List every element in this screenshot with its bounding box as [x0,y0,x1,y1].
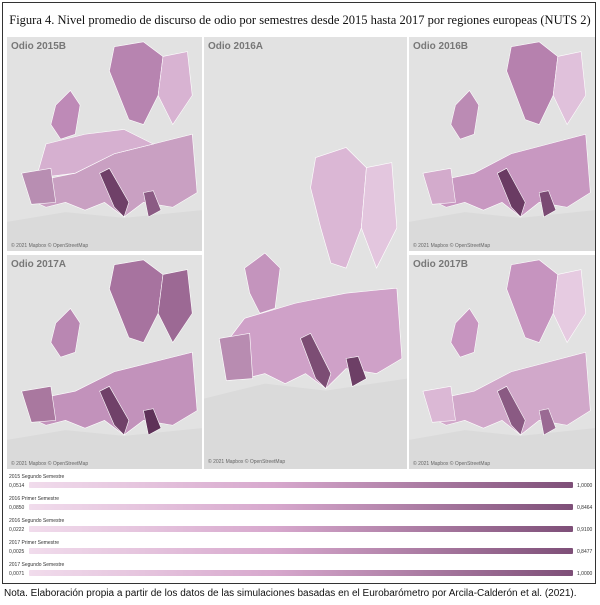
panel-label: Odio 2015B [11,41,67,52]
map-credit: © 2021 Mapbox © OpenStreetMap [11,243,89,249]
legend-color-bar [29,526,573,532]
map-panel-2015b: Odio 2015B © 2021 Mapbox © OpenStreetMap [7,37,202,251]
legend-max: 1,0000 [577,571,593,577]
legend-color-bar [29,504,573,510]
legend-color-bar [29,570,573,576]
legend-min: 0,0222 [9,527,25,533]
legend-max: 0,8464 [577,505,593,511]
legend-label: 2017 Primer Semestre [9,540,60,546]
europe-map [409,37,595,251]
panel-label: Odio 2017B [413,259,469,270]
map-panel-2017b: Odio 2017B © 2021 Mapbox © OpenStreetMap [409,255,595,469]
europe-map [409,255,595,469]
map-credit: © 2021 Mapbox © OpenStreetMap [208,459,286,465]
panel-label: Odio 2017A [11,259,67,270]
figure-note: Nota. Elaboración propia a partir de los… [4,588,577,599]
panel-label: Odio 2016A [208,41,264,52]
europe-map [7,37,202,251]
legend-color-bar [29,482,573,488]
legend-max: 1,0000 [577,483,593,489]
europe-map [204,37,407,469]
legend-label: 2016 Primer Semestre [9,496,60,502]
legend-label: 2016 Segundo Semestre [9,518,65,524]
legend-min: 0,0850 [9,505,25,511]
legend-min: 0,0071 [9,571,25,577]
figure-title: Figura 4. Nivel promedio de discurso de … [9,13,591,27]
legend-color-bar [29,548,573,554]
legend-label: 2015 Segundo Semestre [9,474,65,480]
map-credit: © 2021 Mapbox © OpenStreetMap [413,243,491,249]
legend-max: 0,8477 [577,549,593,555]
legend-min: 0,0025 [9,549,25,555]
legend-max: 0,9100 [577,527,593,533]
legend-label: 2017 Segundo Semestre [9,562,65,568]
map-panel-2016a: Odio 2016A © 2021 Mapbox © OpenStreetMap [204,37,407,469]
map-panel-2016b: Odio 2016B © 2021 Mapbox © OpenStreetMap [409,37,595,251]
map-panel-2017a: Odio 2017A © 2021 Mapbox © OpenStreetMap [7,255,202,469]
figure-frame: Figura 4. Nivel promedio de discurso de … [2,2,596,584]
legend-min: 0,0514 [9,483,25,489]
europe-map [7,255,202,469]
panel-label: Odio 2016B [413,41,469,52]
map-credit: © 2021 Mapbox © OpenStreetMap [413,461,491,467]
map-credit: © 2021 Mapbox © OpenStreetMap [11,461,89,467]
